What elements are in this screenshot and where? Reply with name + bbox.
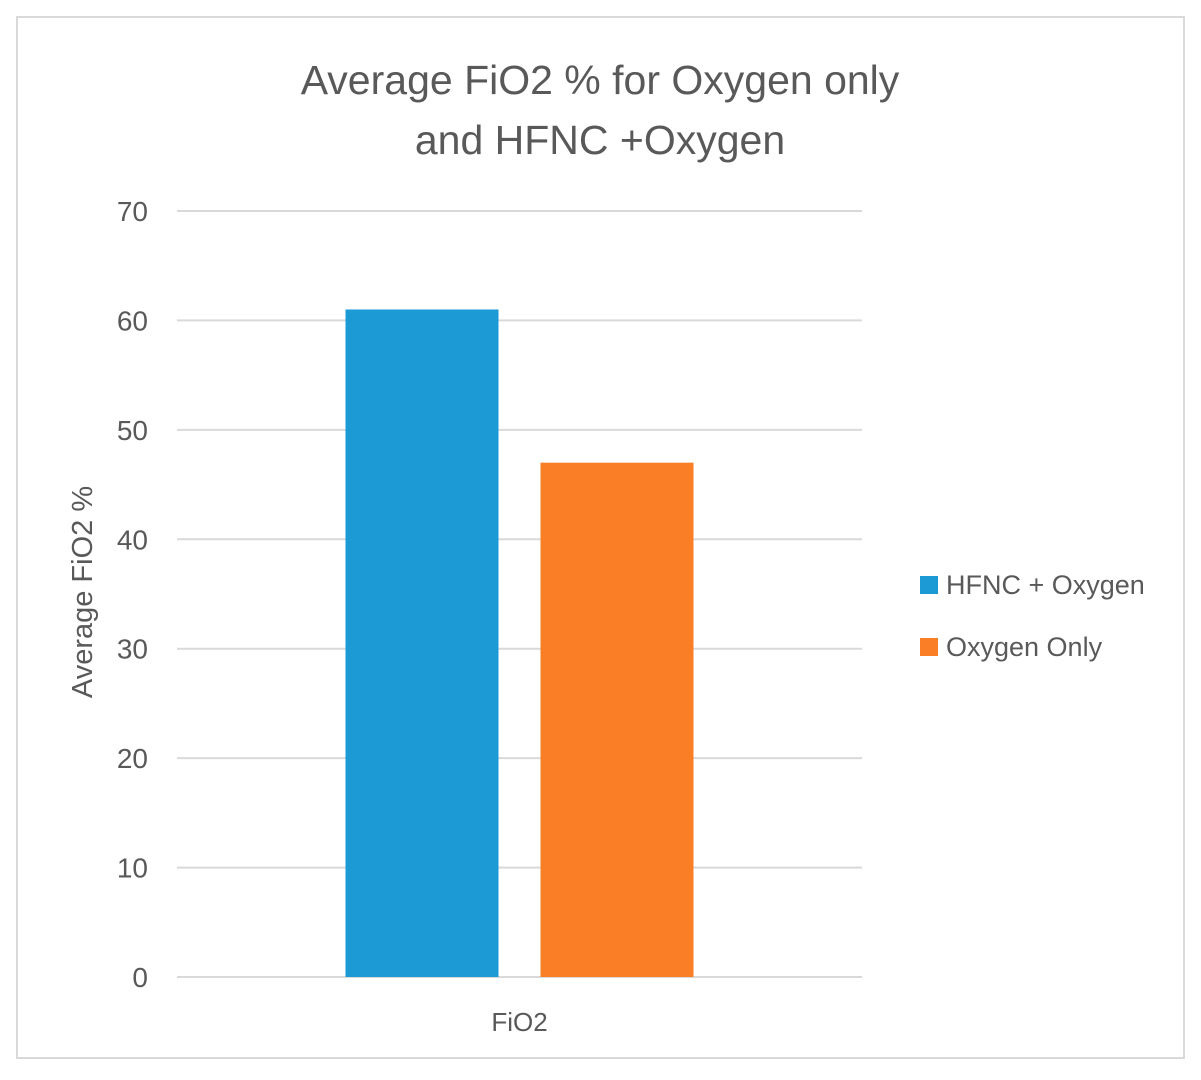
bars	[345, 309, 694, 978]
gridlines	[177, 210, 862, 978]
y-tick-label: 30	[117, 634, 148, 665]
legend: HFNC + Oxygen Oxygen Only	[920, 570, 1145, 662]
bar-hfnc-oxygen	[345, 309, 499, 977]
chart-title: Average FiO2 % for Oxygen only and HFNC …	[200, 50, 1000, 170]
legend-swatch	[920, 576, 938, 594]
x-axis-ticks: FiO2	[491, 1007, 547, 1037]
y-tick-label: 0	[132, 962, 148, 993]
legend-swatch	[920, 638, 938, 656]
y-tick-label: 50	[117, 415, 148, 446]
legend-label: Oxygen Only	[946, 632, 1103, 662]
y-tick-label: 60	[117, 305, 148, 336]
y-tick-label: 10	[117, 853, 148, 884]
y-tick-label: 70	[117, 196, 148, 227]
bar-oxygen-only	[540, 462, 694, 978]
y-axis-label: Average FiO2 %	[67, 486, 99, 698]
legend-label: HFNC + Oxygen	[946, 570, 1145, 600]
x-tick-label: FiO2	[491, 1007, 547, 1037]
y-tick-label: 40	[117, 524, 148, 555]
y-axis-ticks: 0 10 20 30 40 50 60 70	[117, 196, 148, 993]
chart-title-line-1: Average FiO2 % for Oxygen only	[300, 57, 900, 103]
chart-title-line-2: and HFNC +Oxygen	[414, 117, 786, 163]
y-tick-label: 20	[117, 743, 148, 774]
